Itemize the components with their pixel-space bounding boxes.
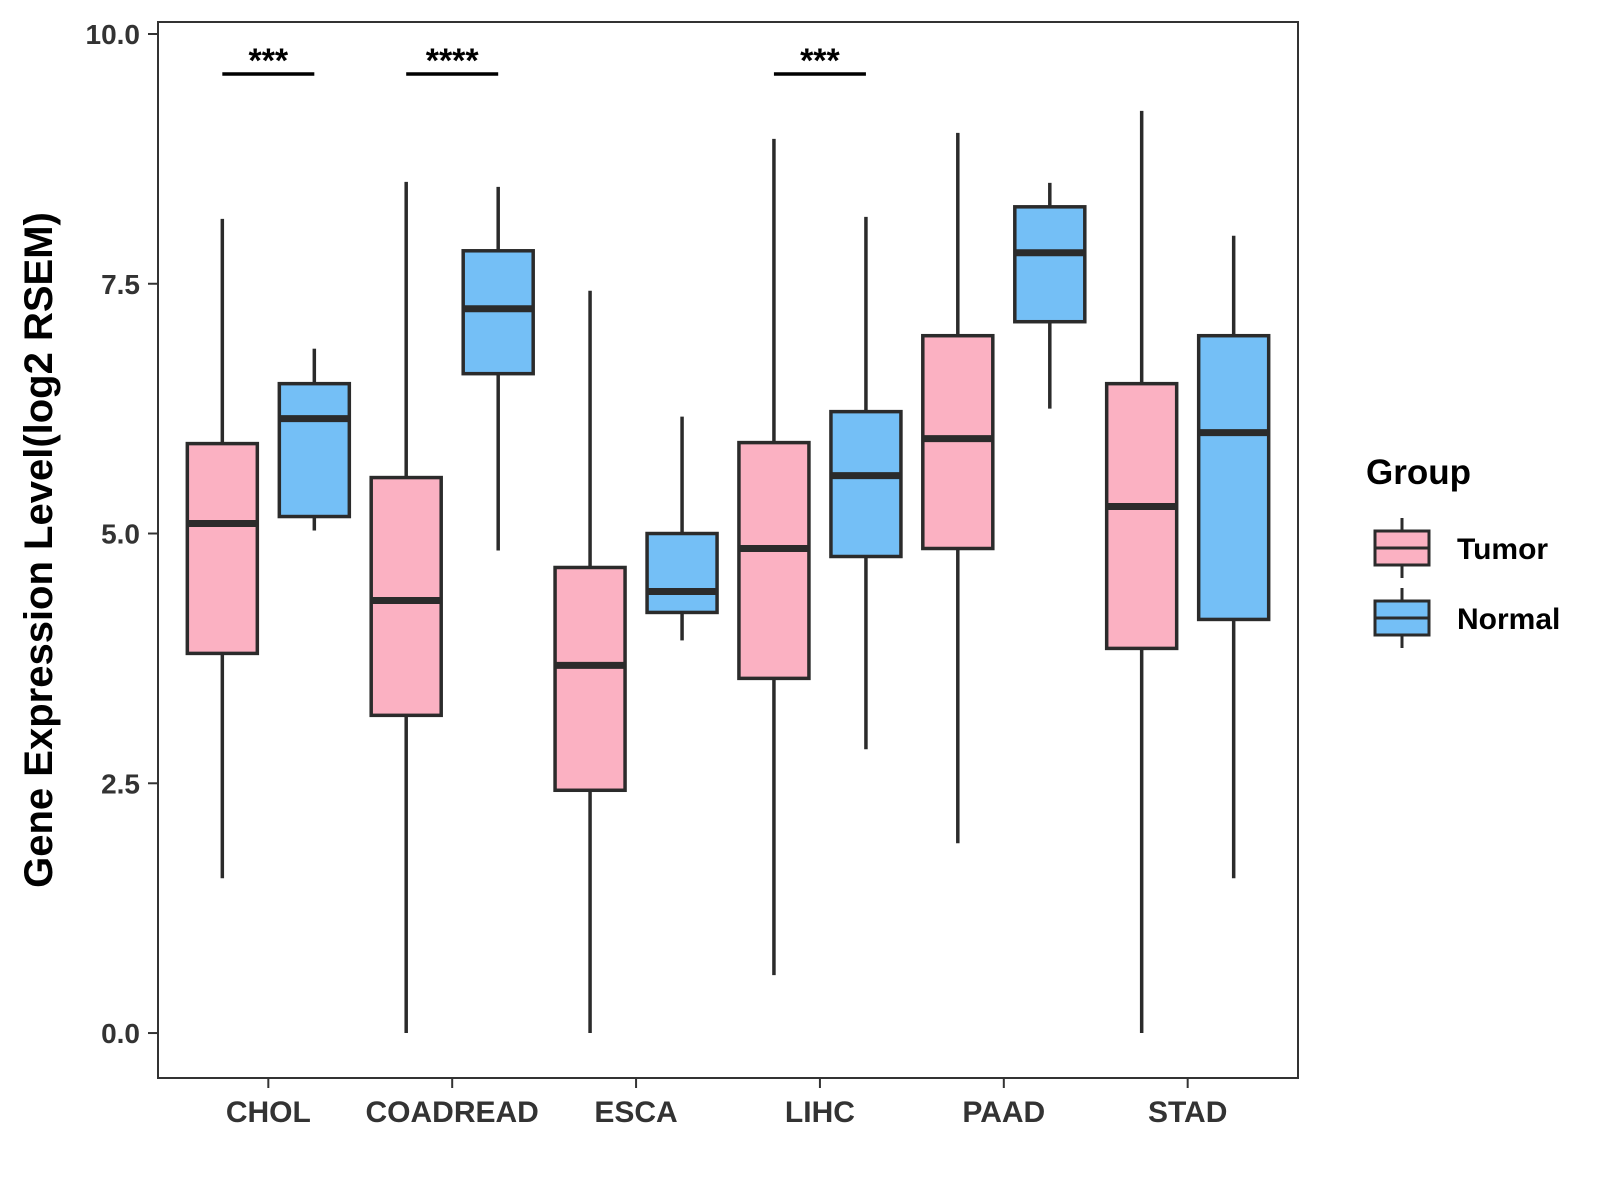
significance-label: ***	[800, 42, 840, 80]
box-normal-coadread	[461, 186, 535, 551]
box-normal-paad	[1013, 182, 1087, 409]
legend: Group Tumor Normal	[1366, 453, 1560, 648]
y-tick-label: 10.0	[86, 19, 141, 50]
x-tick-label: CHOL	[226, 1096, 311, 1129]
box-normal-stad	[1196, 235, 1271, 879]
box-body	[185, 441, 260, 656]
box-tumor-chol	[185, 218, 260, 879]
box-body	[829, 409, 903, 559]
x-tick-label: ESCA	[594, 1096, 677, 1129]
y-tick-label: 5.0	[101, 519, 140, 550]
legend-item-tumor: Tumor	[1373, 518, 1548, 578]
x-tick-label: STAD	[1148, 1096, 1227, 1129]
box-normal-lihc	[829, 216, 903, 750]
box-normal-esca	[645, 416, 719, 641]
legend-label: Tumor	[1457, 533, 1548, 566]
box-body	[1196, 333, 1271, 622]
box-tumor-paad	[921, 132, 995, 844]
legend-title: Group	[1366, 453, 1471, 492]
significance-lihc: ***	[773, 42, 866, 80]
box-body	[737, 440, 811, 681]
significance-chol: ***	[222, 42, 315, 80]
x-tick-label: LIHC	[785, 1096, 855, 1129]
significance-coadread: ****	[406, 42, 499, 80]
y-axis-title: Gene Expression Level(log2 RSEM)	[17, 212, 61, 888]
box-tumor-stad	[1104, 110, 1179, 1034]
y-axis: 0.0 2.5 5.0 7.5 10.0	[86, 19, 158, 1049]
y-tick-label: 2.5	[101, 768, 140, 799]
x-tick-label: COADREAD	[366, 1096, 539, 1129]
box-series	[185, 110, 1271, 1034]
significance-label: ****	[426, 42, 480, 80]
box-body	[369, 475, 443, 718]
series-tumor	[185, 110, 1179, 1034]
box-body	[1013, 205, 1087, 324]
box-tumor-coadread	[369, 181, 443, 1034]
box-normal-chol	[277, 348, 352, 531]
legend-label: Normal	[1457, 603, 1560, 636]
x-tick-label: PAAD	[962, 1096, 1045, 1129]
box-tumor-esca	[553, 290, 627, 1034]
box-tumor-lihc	[737, 138, 811, 976]
y-tick-label: 7.5	[101, 269, 140, 300]
box-body	[277, 381, 352, 519]
y-tick-label: 0.0	[101, 1018, 140, 1049]
legend-item-normal: Normal	[1373, 588, 1560, 648]
series-normal	[277, 182, 1271, 879]
significance-label: ***	[248, 42, 288, 80]
box-body	[1104, 381, 1179, 651]
box-body	[553, 565, 627, 793]
significance-annotations: *** **** ***	[222, 42, 866, 80]
box-body	[645, 531, 719, 615]
x-axis: CHOL COADREAD ESCA LIHC PAAD STAD	[226, 1078, 1227, 1129]
